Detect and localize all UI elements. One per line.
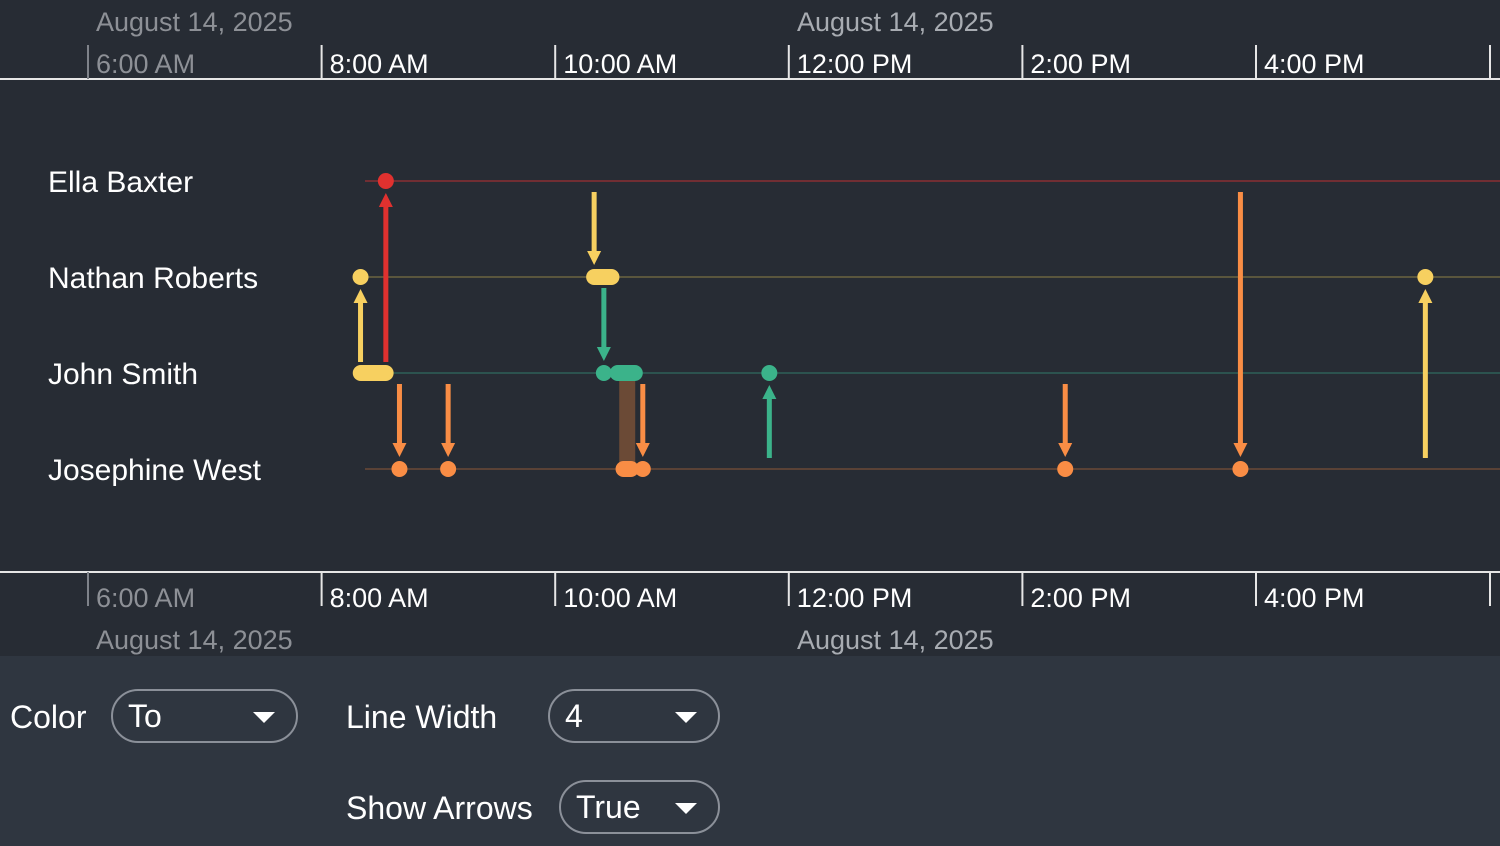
event-arrow-9 <box>1233 443 1248 457</box>
event-bar-0 <box>352 365 394 381</box>
show-arrows-select[interactable]: True <box>559 780 720 834</box>
event-arrow-10 <box>1418 289 1433 303</box>
bottom-time-axis: 6:00 AM 8:00 AM 10:00 AM 12:00 PM 2:00 PM 4:0… <box>0 571 1500 655</box>
bottom-time-label-0: 6:00 AM <box>96 583 195 613</box>
event-target-dot-2 <box>391 461 408 477</box>
lane-label-1: Nathan Roberts <box>48 262 258 295</box>
lanes: Ella Baxter Nathan Roberts John Smith Josep… <box>48 166 1500 487</box>
event-target-dot-7 <box>761 365 778 381</box>
event-arrow-1 <box>353 289 368 303</box>
top-time-label-2: 10:00 AM <box>563 49 677 79</box>
chevron-down-icon <box>253 712 275 723</box>
top-time-label-4: 2:00 PM <box>1030 49 1131 79</box>
event-arrow-8 <box>1058 443 1073 457</box>
event-target-dot-10 <box>1417 269 1434 285</box>
bottom-date-label-0: August 14, 2025 <box>96 625 293 655</box>
event-target-dot-0 <box>377 173 394 189</box>
top-time-label-1: 8:00 AM <box>330 49 429 79</box>
line-width-select-value: 4 <box>565 698 583 734</box>
bottom-time-label-3: 12:00 PM <box>797 583 913 613</box>
event-bar-3 <box>615 461 639 477</box>
show-arrows-label: Show Arrows <box>346 790 533 826</box>
event-target-dot-9 <box>1232 461 1249 477</box>
color-select[interactable]: To <box>111 689 298 743</box>
color-label: Color <box>10 699 87 735</box>
top-date-label-1: August 14, 2025 <box>797 7 994 37</box>
event-arrow-5 <box>596 347 611 361</box>
show-arrows-select-value: True <box>576 789 641 825</box>
event-target-dot-6 <box>634 461 651 477</box>
event-arrow-3 <box>441 443 456 457</box>
top-time-label-5: 4:00 PM <box>1264 49 1365 79</box>
lane-label-0: Ella Baxter <box>48 166 193 199</box>
top-time-label-0: 6:00 AM <box>96 49 195 79</box>
top-time-label-3: 12:00 PM <box>797 49 913 79</box>
event-target-dot-1 <box>352 269 369 285</box>
bottom-time-label-5: 4:00 PM <box>1264 583 1365 613</box>
chevron-down-icon <box>675 712 697 723</box>
chevron-down-icon <box>675 803 697 814</box>
top-date-label-0: August 14, 2025 <box>96 7 293 37</box>
event-arrow-6 <box>635 443 650 457</box>
event-bar-1 <box>588 269 620 285</box>
timeline-svg[interactable]: August 14, 2025 August 14, 2025 6:00 AM 8:0… <box>0 0 1500 656</box>
controls-panel: Color To Line Width 4 Show Arrows True <box>0 656 1500 846</box>
event-target-dot-8 <box>1057 461 1074 477</box>
event-arrow-4 <box>587 251 602 265</box>
bottom-date-label-1: August 14, 2025 <box>797 625 994 655</box>
events[interactable] <box>352 173 1434 477</box>
bottom-time-label-1: 8:00 AM <box>330 583 429 613</box>
lane-label-3: Josephine West <box>48 454 262 487</box>
event-target-dot-3 <box>440 461 457 477</box>
line-width-select[interactable]: 4 <box>548 689 720 743</box>
event-arrow-7 <box>762 385 777 399</box>
top-time-axis: August 14, 2025 August 14, 2025 6:00 AM 8:0… <box>0 7 1500 80</box>
color-select-value: To <box>128 698 162 734</box>
line-width-label: Line Width <box>346 699 498 735</box>
event-arrow-0 <box>378 193 393 207</box>
event-target-dot-5 <box>595 365 612 381</box>
lane-label-2: John Smith <box>48 358 198 391</box>
event-arrow-2 <box>392 443 407 457</box>
bottom-time-label-2: 10:00 AM <box>563 583 677 613</box>
timeline-chart[interactable]: August 14, 2025 August 14, 2025 6:00 AM 8:0… <box>0 0 1500 656</box>
bottom-time-label-4: 2:00 PM <box>1030 583 1131 613</box>
event-bar-2 <box>609 365 643 381</box>
